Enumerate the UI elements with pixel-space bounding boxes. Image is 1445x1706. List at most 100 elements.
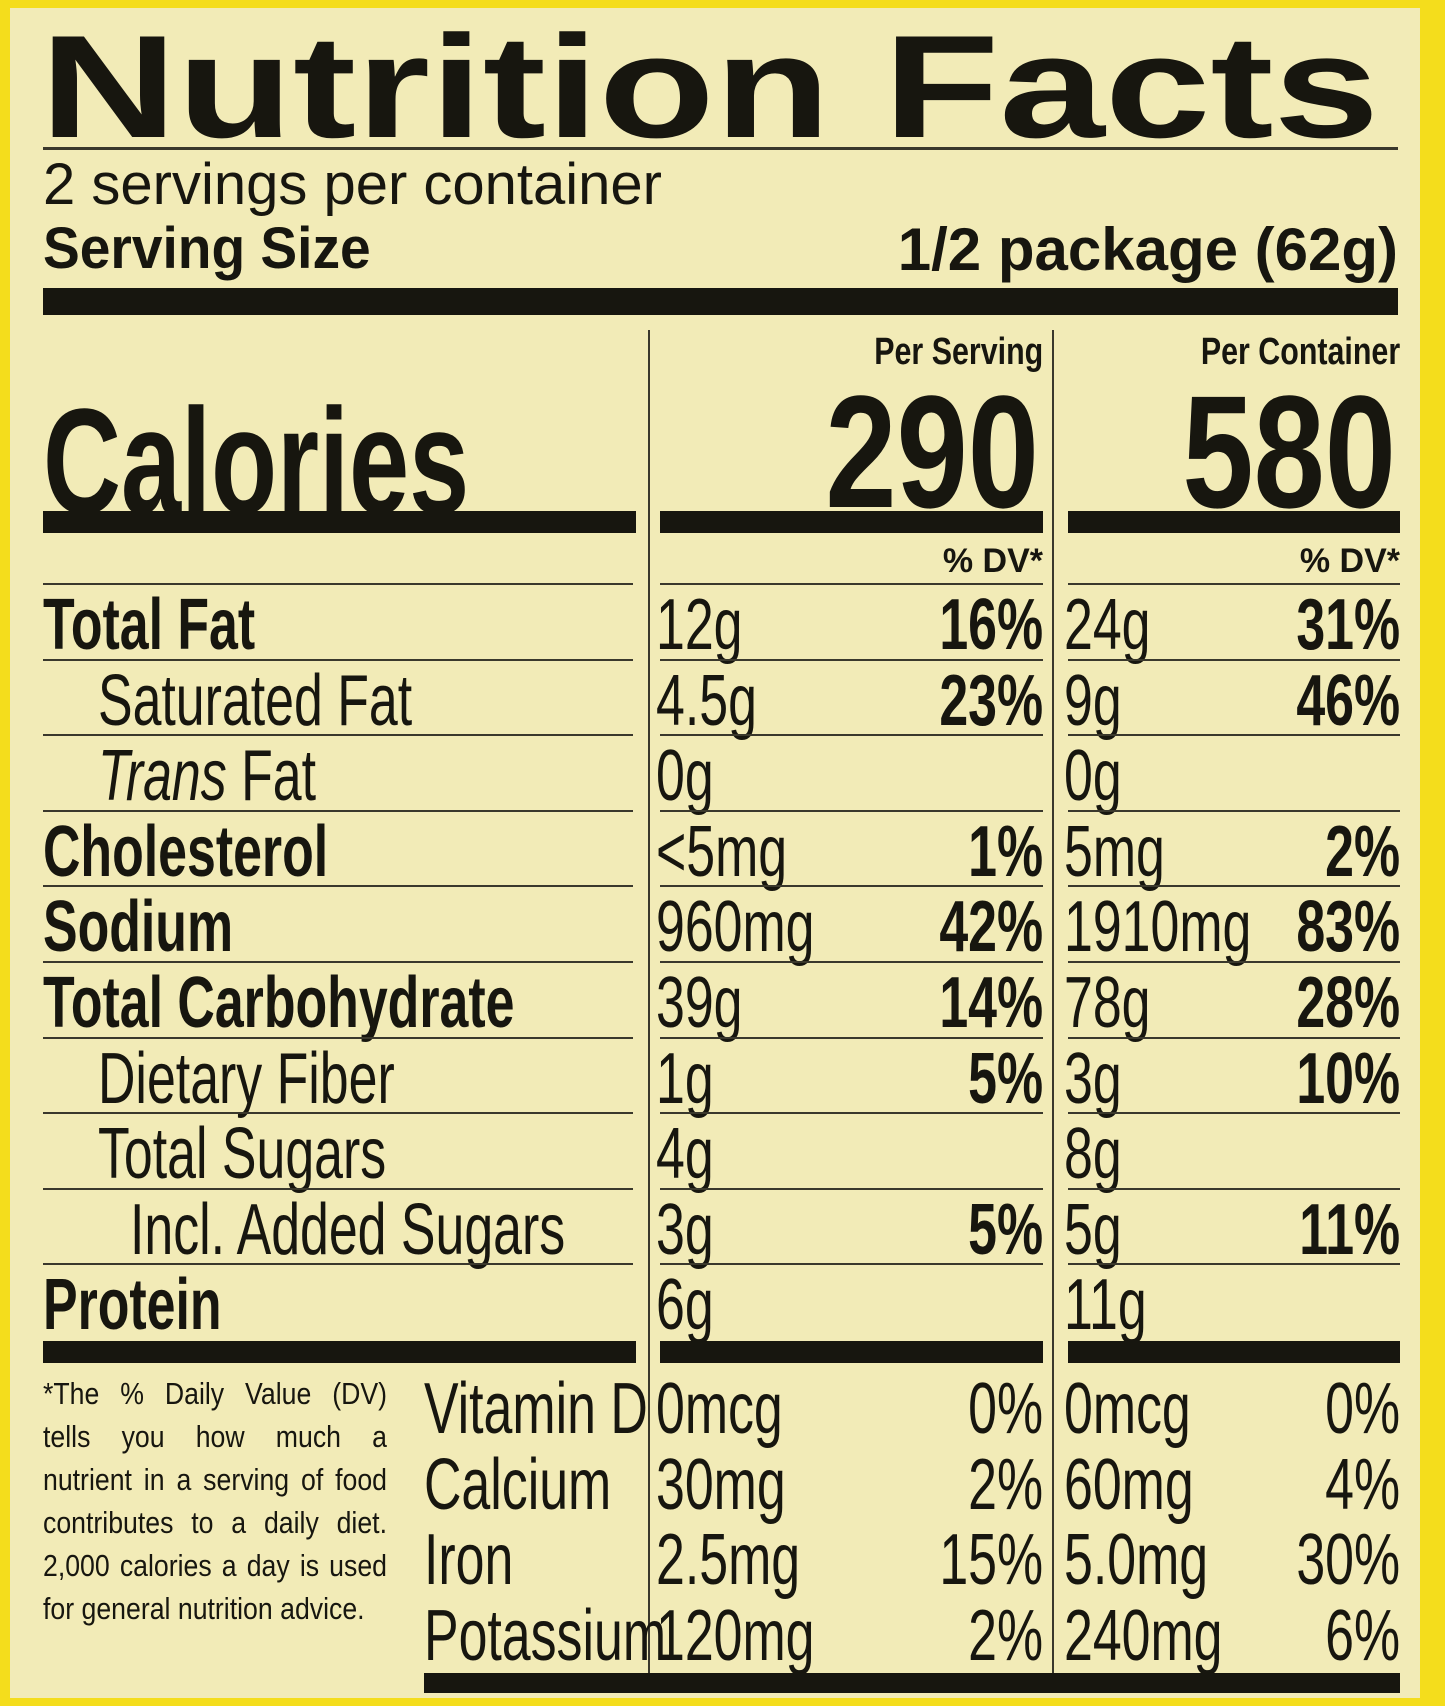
divider [660,1036,1043,1039]
divider [1068,658,1400,661]
divider [1068,809,1400,812]
servings: 2 servings per container [43,152,662,217]
daily-value: 4% [1325,1444,1400,1525]
amount: 78g [1064,963,1151,1043]
divider [43,658,633,661]
divider [1068,583,1400,585]
footnote: *The % Daily Value (DV) tells you how mu… [43,1376,387,1626]
divider [43,1112,633,1115]
daily-value: 14% [939,963,1043,1043]
amount: 5mg [1064,811,1165,892]
daily-value: 31% [1296,585,1400,665]
divider [43,1036,633,1039]
daily-value: 2% [968,1444,1043,1525]
nutrient-name: Fat [241,736,316,817]
amount: 5g [1064,1189,1122,1270]
daily-value: 5% [968,1189,1043,1270]
amount: 60mg [1064,1444,1194,1525]
nutrient-name: Total Fat [43,585,256,665]
rule [43,288,1398,315]
amount: 240mg [1064,1595,1223,1676]
amount: 0mcg [1064,1369,1191,1449]
amount: 120mg [656,1595,815,1676]
amount: 30mg [656,1444,786,1525]
daily-value: 83% [1296,887,1400,968]
daily-value: 11% [1299,1189,1400,1270]
rule [43,1341,636,1363]
serving-size-value: 1/2 package (62g) [897,216,1398,283]
daily-value: 28% [1296,963,1400,1043]
title: Nutrition Facts [40,8,1380,168]
divider [660,658,1043,661]
rule [43,511,636,533]
amount: 3g [656,1189,714,1270]
divider [660,961,1043,963]
divider [660,1263,1043,1266]
divider [43,1263,633,1266]
amount: 0g [1064,736,1122,817]
vitamin-name: Iron [424,1520,514,1600]
amount: 6g [656,1265,714,1346]
nutrient-name: Cholesterol [43,811,329,892]
rule [660,1341,1043,1363]
vitamin-name: Potassium [424,1595,667,1676]
nutrient-name: Incl. Added Sugars [130,1189,566,1270]
daily-value: 2% [1325,811,1400,892]
vitamin-name: Calcium [424,1444,612,1525]
rule [424,1673,1400,1693]
calories-value: 290 [825,362,1039,541]
amount: 5.0mg [1064,1520,1209,1600]
amount: 2.5mg [656,1520,801,1600]
nutrient-name: Trans Fat [98,740,316,812]
daily-value: 6% [1325,1595,1400,1676]
daily-value: 2% [968,1595,1043,1676]
amount: 4g [656,1114,714,1195]
divider [1068,885,1400,888]
amount: 12g [656,585,743,665]
rule [1068,511,1400,533]
daily-value: 10% [1296,1038,1400,1119]
divider [1068,1112,1400,1115]
daily-value: 0% [968,1369,1043,1449]
daily-value: 23% [939,660,1043,741]
nutrient-name: Dietary Fiber [98,1038,395,1119]
nutrient-name: Total Sugars [98,1114,387,1195]
amount: 960mg [656,887,815,968]
amount: 1g [656,1038,714,1119]
rule [660,511,1043,533]
nutrition-label: *The % Daily Value (DV) tells you how mu… [10,8,1420,1698]
rule [1068,1341,1400,1363]
daily-value: 1% [968,811,1043,892]
amount: 9g [1064,660,1122,741]
divider [660,1187,1043,1190]
divider [1068,961,1400,963]
amount: 1910mg [1064,887,1252,968]
column-header: Per Container [1200,331,1400,373]
divider [1068,1036,1400,1039]
divider [660,583,1043,585]
amount: 24g [1064,585,1151,665]
divider [648,330,650,1673]
divider [43,961,633,963]
divider [43,809,633,812]
daily-value: 0% [1325,1369,1400,1449]
amount: 8g [1064,1114,1122,1195]
calories-value: 580 [1182,362,1396,541]
divider [1068,1187,1400,1190]
serving-size-label: Serving Size [43,216,371,281]
divider [660,1112,1043,1115]
divider [660,734,1043,737]
nutrient-name: Protein [43,1265,222,1346]
daily-value: 42% [939,887,1043,968]
dv-header: % DV* [1299,542,1400,580]
amount: 0g [656,736,714,817]
daily-value: 16% [939,585,1043,665]
nutrient-name-italic: Trans [98,736,227,817]
dv-header: % DV* [942,542,1043,580]
nutrient-name: Total Carbohydrate [43,963,515,1043]
amount: <5mg [656,811,788,892]
divider [43,885,633,888]
divider [1068,734,1400,737]
nutrient-name: Sodium [43,887,234,968]
vitamin-name: Vitamin D [424,1369,648,1449]
